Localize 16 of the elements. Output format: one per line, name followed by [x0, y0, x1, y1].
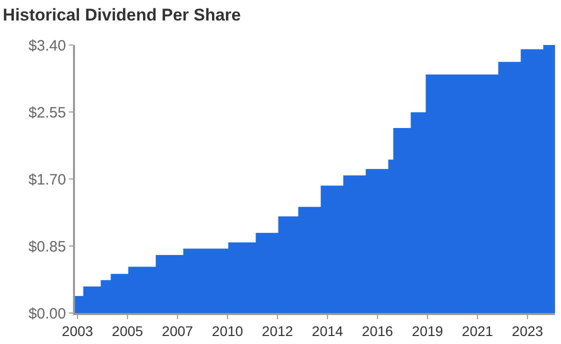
x-tick-label: 2014	[312, 322, 344, 339]
x-tick-label: 2005	[112, 322, 144, 339]
y-tick-label: $2.55	[28, 104, 66, 122]
y-tick-label: $0.85	[28, 238, 66, 256]
x-tick-label: 2003	[62, 322, 94, 339]
y-tick-label: $0.00	[28, 305, 66, 322]
y-tick-label: $1.70	[28, 171, 66, 188]
x-tick-label: 2007	[162, 322, 194, 339]
x-tick-label: 2016	[362, 322, 394, 339]
chart-title: Historical Dividend Per Share	[2, 6, 241, 24]
y-tick-label: $3.40	[28, 37, 66, 54]
x-tick-label: 2012	[262, 322, 294, 339]
x-tick-label: 2021	[462, 322, 494, 339]
x-tick-label: 2023	[512, 322, 544, 339]
x-tick-label: 2010	[212, 322, 244, 339]
x-tick-label: 2019	[412, 322, 444, 339]
